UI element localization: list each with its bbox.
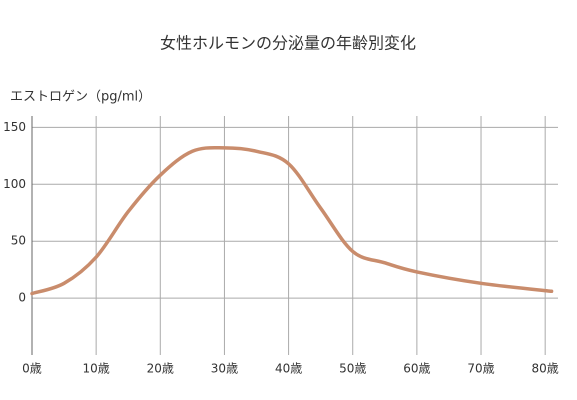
y-tick-label: 0 <box>18 291 26 305</box>
x-tick-label: 40歳 <box>275 362 302 376</box>
line-series <box>30 145 554 296</box>
x-tick-label: 50歳 <box>339 362 366 376</box>
x-tick-label: 0歳 <box>22 362 42 376</box>
y-axis-label: エストロゲン（pg/ml） <box>10 90 151 105</box>
x-tick-label: 70歳 <box>467 362 494 376</box>
x-tick-label: 30歳 <box>211 362 238 376</box>
x-tick-label: 80歳 <box>532 362 559 376</box>
y-tick-label: 100 <box>3 177 26 191</box>
chart-title: 女性ホルモンの分泌量の年齢別変化 <box>160 34 416 53</box>
y-tick-label: 50 <box>11 234 26 248</box>
x-tick-label: 20歳 <box>147 362 174 376</box>
y-tick-label: 150 <box>3 120 26 134</box>
x-tick-label: 10歳 <box>83 362 110 376</box>
x-tick-label: 60歳 <box>403 362 430 376</box>
